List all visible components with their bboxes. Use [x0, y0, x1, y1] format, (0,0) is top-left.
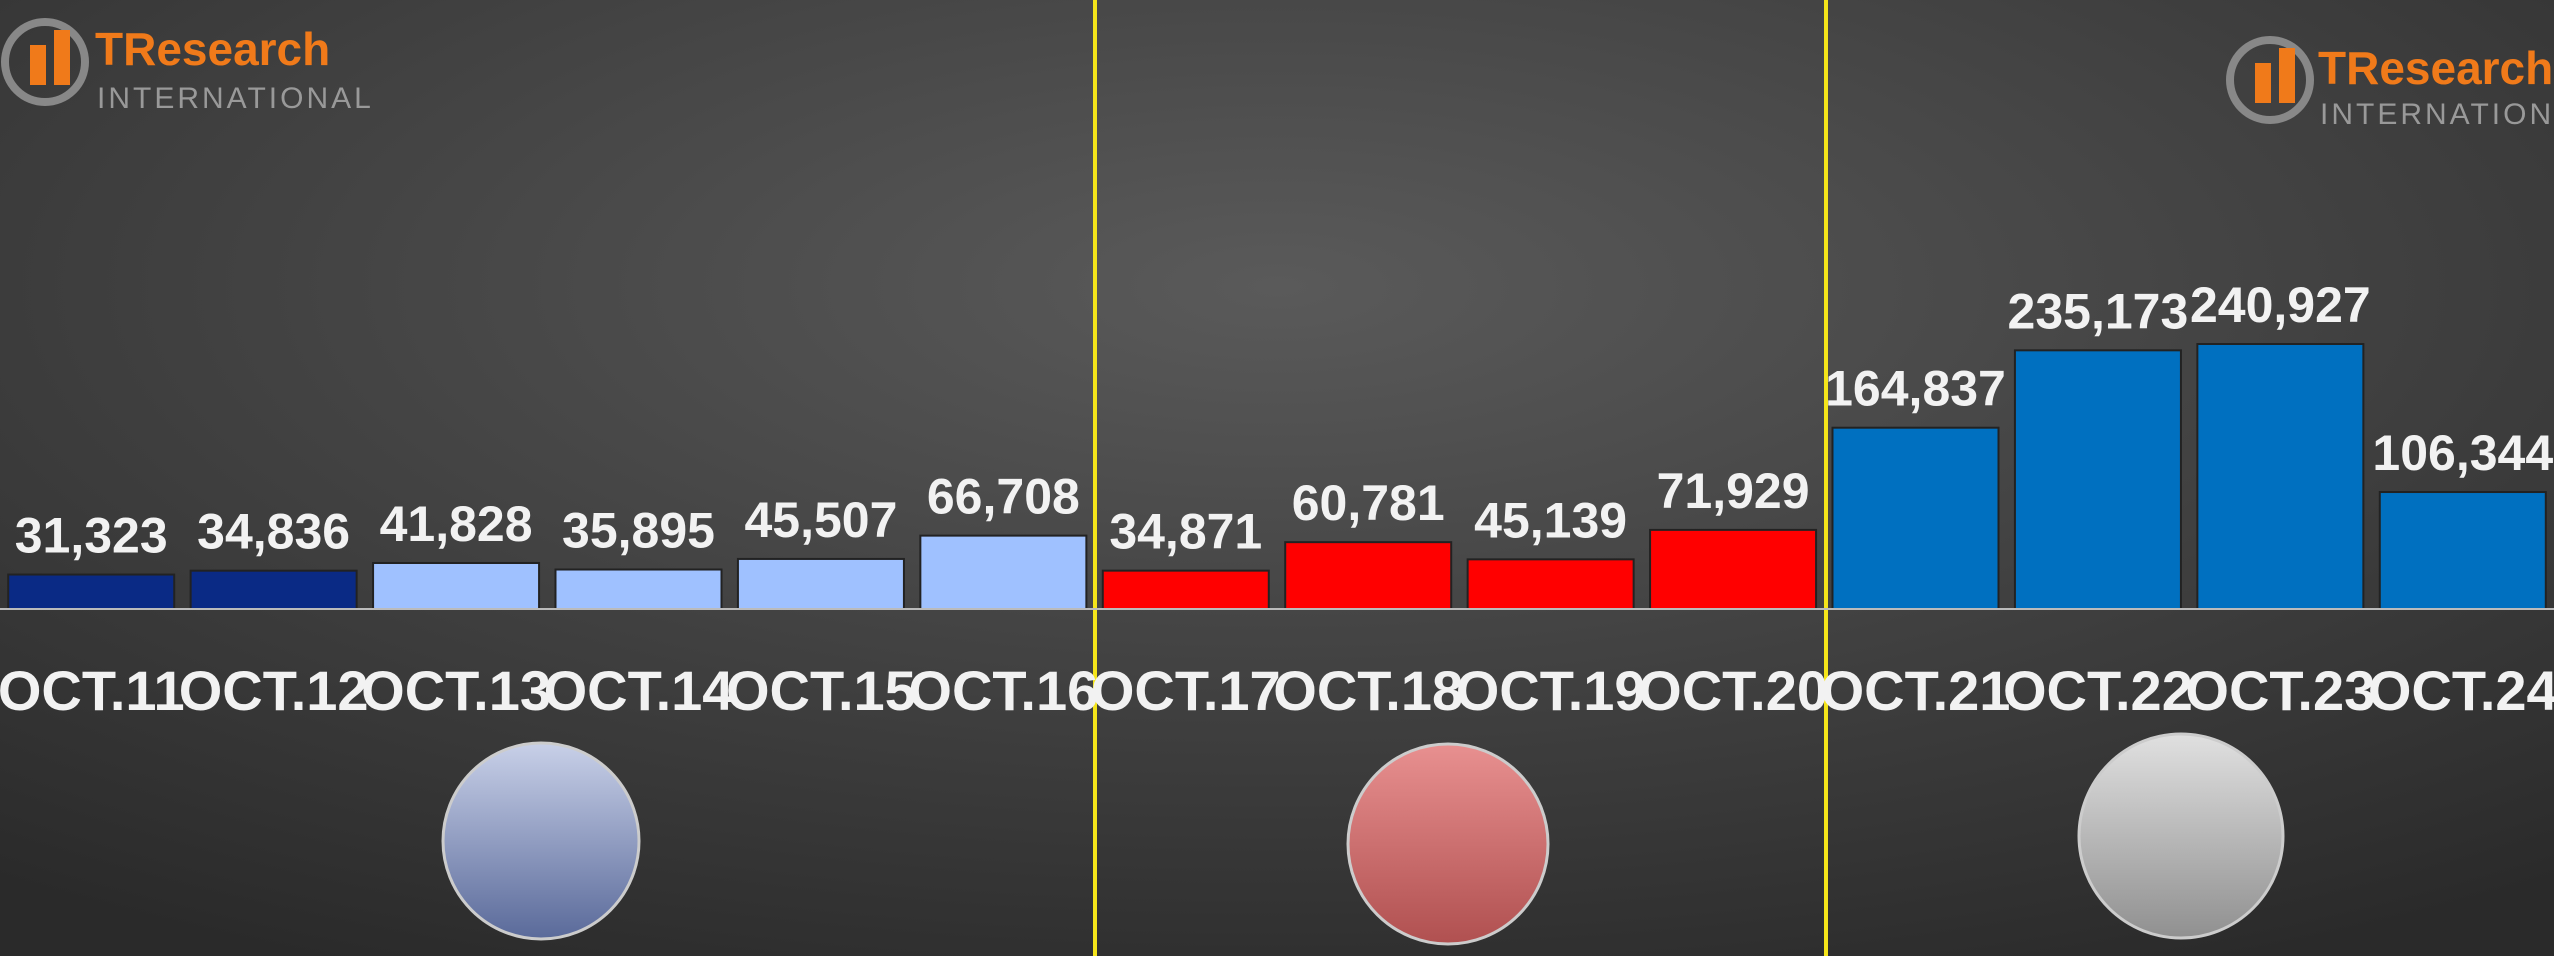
bar	[1649, 528, 1818, 610]
bar	[1466, 558, 1635, 610]
logo-icon	[1, 18, 89, 106]
x-tick-label: OCT.21	[1821, 659, 2011, 722]
portrait	[2077, 732, 2285, 940]
x-tick-label: OCT.24	[2368, 659, 2554, 722]
bar	[7, 573, 176, 610]
portrait	[1346, 742, 1550, 946]
value-label: 34,871	[1109, 504, 1262, 560]
x-tick-label: OCT.16	[908, 659, 1098, 722]
logo-sub: INTERNATIONAL	[2320, 98, 2554, 131]
value-label: 45,139	[1474, 492, 1627, 548]
x-tick-label: OCT.20	[1638, 659, 1828, 722]
x-tick-label: OCT.12	[179, 659, 369, 722]
bar	[1831, 426, 2000, 610]
value-label: 106,344	[2372, 425, 2553, 481]
value-label: 34,836	[197, 504, 350, 560]
bar	[1284, 541, 1453, 611]
portrait	[441, 741, 641, 941]
bar	[554, 568, 723, 610]
logo-icon	[30, 45, 46, 85]
x-tick-label: OCT.13	[361, 659, 551, 722]
bar	[736, 557, 905, 611]
value-label: 45,507	[744, 492, 897, 548]
bar	[2378, 491, 2547, 611]
bar	[1101, 569, 1270, 611]
value-label: 240,927	[2190, 277, 2371, 333]
value-label: 35,895	[562, 503, 715, 559]
value-label: 66,708	[927, 469, 1080, 525]
x-tick-label: OCT.14	[544, 659, 734, 722]
x-tick-label: OCT.18	[1273, 659, 1463, 722]
logo-icon	[54, 30, 70, 85]
bar	[2013, 349, 2182, 610]
bar	[2196, 343, 2365, 610]
x-tick-label: OCT.15	[726, 659, 916, 722]
x-tick-label: OCT.22	[2003, 659, 2193, 722]
logo-brand: TResearch	[95, 23, 330, 75]
value-label: 164,837	[1825, 361, 2006, 417]
logo-sub: INTERNATIONAL	[97, 82, 374, 115]
bar	[919, 534, 1088, 610]
logo: TResearch INTERNATIONAL	[2226, 36, 2554, 131]
value-label: 235,173	[2008, 283, 2189, 339]
logo-brand: TResearch	[2318, 42, 2553, 94]
logo-icon	[2226, 36, 2314, 124]
logo-icon	[2255, 63, 2271, 103]
value-label: 31,323	[15, 508, 168, 564]
x-tick-label: OCT.19	[1456, 659, 1646, 722]
x-tick-label: OCT.23	[2185, 659, 2375, 722]
logo-icon	[2279, 48, 2295, 103]
bar	[189, 569, 358, 610]
logo: TResearch INTERNATIONAL	[1, 18, 374, 115]
x-tick-label: OCT.11	[0, 659, 185, 722]
value-label: 71,929	[1657, 463, 1810, 519]
value-label: 41,828	[380, 496, 533, 552]
value-label: 60,781	[1292, 475, 1445, 531]
bar	[372, 561, 541, 610]
x-tick-label: OCT.17	[1091, 659, 1281, 722]
